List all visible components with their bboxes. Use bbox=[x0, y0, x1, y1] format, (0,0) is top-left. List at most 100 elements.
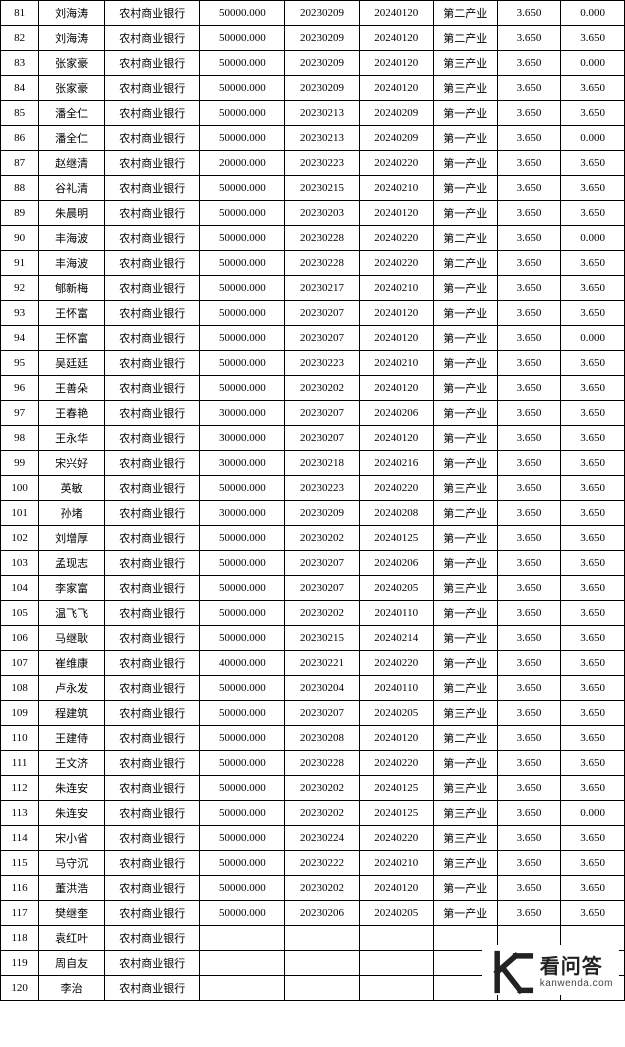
table-cell: 农村商业银行 bbox=[104, 451, 200, 476]
table-cell: 50000.000 bbox=[200, 826, 285, 851]
table-cell: 3.650 bbox=[561, 401, 625, 426]
table-cell: 农村商业银行 bbox=[104, 801, 200, 826]
table-cell: 谷礼清 bbox=[39, 176, 105, 201]
table-cell: 20230209 bbox=[285, 1, 359, 26]
table-cell: 崔维康 bbox=[39, 651, 105, 676]
table-cell: 第三产业 bbox=[433, 851, 497, 876]
table-cell: 85 bbox=[1, 101, 39, 126]
table-cell: 农村商业银行 bbox=[104, 301, 200, 326]
table-cell: 宋兴好 bbox=[39, 451, 105, 476]
table-cell: 50000.000 bbox=[200, 801, 285, 826]
table-cell: 112 bbox=[1, 776, 39, 801]
table-cell: 20240220 bbox=[359, 476, 433, 501]
table-cell: 20240120 bbox=[359, 376, 433, 401]
table-cell: 第一产业 bbox=[433, 426, 497, 451]
table-cell: 0.000 bbox=[561, 126, 625, 151]
table-cell: 3.650 bbox=[561, 551, 625, 576]
table-cell: 106 bbox=[1, 626, 39, 651]
table-row: 83张家豪农村商业银行50000.0002023020920240120第三产业… bbox=[1, 51, 625, 76]
table-cell: 50000.000 bbox=[200, 26, 285, 51]
table-cell: 农村商业银行 bbox=[104, 201, 200, 226]
table-cell: 第三产业 bbox=[433, 801, 497, 826]
table-cell: 农村商业银行 bbox=[104, 876, 200, 901]
table-cell: 20230215 bbox=[285, 626, 359, 651]
table-cell: 50000.000 bbox=[200, 276, 285, 301]
table-cell: 第一产业 bbox=[433, 326, 497, 351]
table-cell: 3.650 bbox=[497, 526, 561, 551]
table-cell: 第一产业 bbox=[433, 626, 497, 651]
table-cell: 50000.000 bbox=[200, 51, 285, 76]
table-cell: 第一产业 bbox=[433, 551, 497, 576]
table-cell: 3.650 bbox=[561, 351, 625, 376]
table-cell: 20230217 bbox=[285, 276, 359, 301]
table-cell: 卢永发 bbox=[39, 676, 105, 701]
table-cell: 第三产业 bbox=[433, 776, 497, 801]
table-cell: 105 bbox=[1, 601, 39, 626]
table-cell: 马继耿 bbox=[39, 626, 105, 651]
table-cell: 100 bbox=[1, 476, 39, 501]
table-row: 93王怀富农村商业银行50000.0002023020720240120第一产业… bbox=[1, 301, 625, 326]
table-cell: 50000.000 bbox=[200, 351, 285, 376]
table-cell: 刘海涛 bbox=[39, 26, 105, 51]
table-cell: 第二产业 bbox=[433, 726, 497, 751]
table-cell: 20240120 bbox=[359, 426, 433, 451]
table-cell: 农村商业银行 bbox=[104, 401, 200, 426]
table-cell: 20230207 bbox=[285, 301, 359, 326]
table-cell: 101 bbox=[1, 501, 39, 526]
table-row: 100英敏农村商业银行50000.0002023022320240220第三产业… bbox=[1, 476, 625, 501]
table-cell: 农村商业银行 bbox=[104, 976, 200, 1001]
table-cell: 20240120 bbox=[359, 26, 433, 51]
table-cell: 李治 bbox=[39, 976, 105, 1001]
table-cell: 20240220 bbox=[359, 651, 433, 676]
table-row: 110王建侍农村商业银行50000.0002023020820240120第二产… bbox=[1, 726, 625, 751]
table-cell: 20230209 bbox=[285, 51, 359, 76]
table-cell: 第二产业 bbox=[433, 226, 497, 251]
table-cell: 3.650 bbox=[561, 451, 625, 476]
table-cell: 50000.000 bbox=[200, 126, 285, 151]
table-cell: 第一产业 bbox=[433, 301, 497, 326]
table-cell: 113 bbox=[1, 801, 39, 826]
table-cell: 0.000 bbox=[561, 51, 625, 76]
table-cell: 81 bbox=[1, 1, 39, 26]
table-cell: 3.650 bbox=[561, 251, 625, 276]
table-cell bbox=[285, 926, 359, 951]
table-cell: 50000.000 bbox=[200, 576, 285, 601]
table-cell: 20230207 bbox=[285, 401, 359, 426]
table-cell: 农村商业银行 bbox=[104, 626, 200, 651]
table-cell: 农村商业银行 bbox=[104, 701, 200, 726]
table-cell: 第一产业 bbox=[433, 601, 497, 626]
table-row: 104李家富农村商业银行50000.0002023020720240205第三产… bbox=[1, 576, 625, 601]
table-cell: 王春艳 bbox=[39, 401, 105, 426]
table-cell: 50000.000 bbox=[200, 251, 285, 276]
table-cell: 3.650 bbox=[497, 851, 561, 876]
table-cell: 50000.000 bbox=[200, 476, 285, 501]
table-cell: 第一产业 bbox=[433, 651, 497, 676]
table-cell: 农村商业银行 bbox=[104, 576, 200, 601]
table-cell: 3.650 bbox=[561, 476, 625, 501]
table-cell: 20230218 bbox=[285, 451, 359, 476]
table-cell: 王善朵 bbox=[39, 376, 105, 401]
table-cell: 刘增厚 bbox=[39, 526, 105, 551]
table-cell: 3.650 bbox=[497, 701, 561, 726]
table-cell: 30000.000 bbox=[200, 451, 285, 476]
table-cell: 第二产业 bbox=[433, 676, 497, 701]
table-cell: 第三产业 bbox=[433, 76, 497, 101]
table-cell bbox=[359, 951, 433, 976]
table-row: 109程建筑农村商业银行50000.0002023020720240205第三产… bbox=[1, 701, 625, 726]
table-cell: 第一产业 bbox=[433, 151, 497, 176]
table-cell: 农村商业银行 bbox=[104, 901, 200, 926]
table-cell: 20240220 bbox=[359, 751, 433, 776]
table-cell: 3.650 bbox=[561, 176, 625, 201]
table-cell: 30000.000 bbox=[200, 426, 285, 451]
table-cell: 3.650 bbox=[561, 676, 625, 701]
table-cell: 3.650 bbox=[561, 901, 625, 926]
table-cell: 第一产业 bbox=[433, 451, 497, 476]
table-cell: 3.650 bbox=[497, 276, 561, 301]
table-cell: 农村商业银行 bbox=[104, 651, 200, 676]
table-cell: 丰海波 bbox=[39, 226, 105, 251]
table-cell: 103 bbox=[1, 551, 39, 576]
table-cell bbox=[200, 926, 285, 951]
table-cell: 第一产业 bbox=[433, 351, 497, 376]
table-cell: 120 bbox=[1, 976, 39, 1001]
table-cell: 程建筑 bbox=[39, 701, 105, 726]
